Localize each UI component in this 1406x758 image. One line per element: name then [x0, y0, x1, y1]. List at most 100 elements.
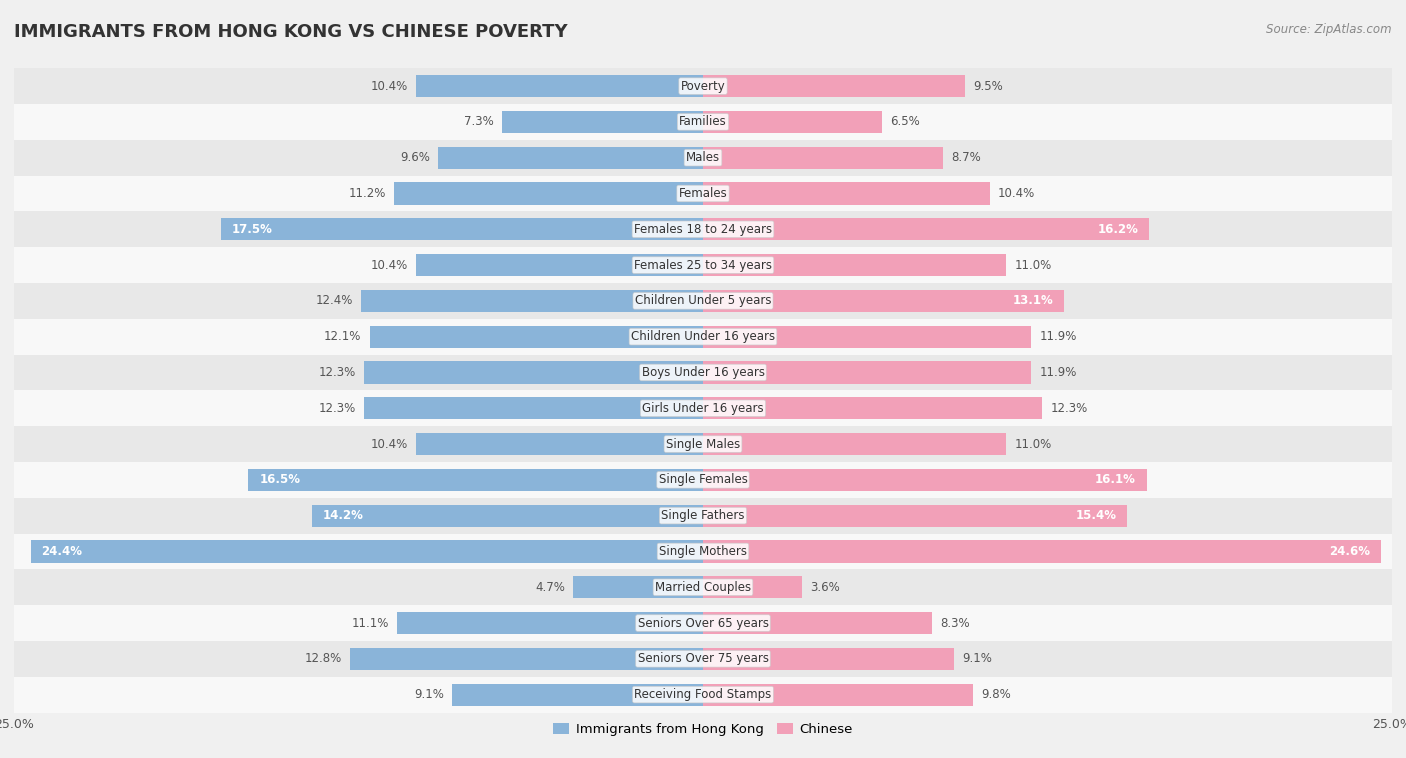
Bar — [703, 290, 1064, 312]
Bar — [14, 534, 1392, 569]
Bar — [14, 605, 1392, 641]
Bar — [703, 362, 1031, 384]
Text: Males: Males — [686, 151, 720, 164]
Text: 15.4%: 15.4% — [1076, 509, 1116, 522]
Bar — [364, 397, 703, 419]
Text: Single Fathers: Single Fathers — [661, 509, 745, 522]
Text: 13.1%: 13.1% — [1012, 294, 1053, 308]
Bar — [370, 326, 703, 348]
Text: 17.5%: 17.5% — [232, 223, 273, 236]
Text: Children Under 16 years: Children Under 16 years — [631, 330, 775, 343]
Text: Receiving Food Stamps: Receiving Food Stamps — [634, 688, 772, 701]
Text: Children Under 5 years: Children Under 5 years — [634, 294, 772, 308]
Text: IMMIGRANTS FROM HONG KONG VS CHINESE POVERTY: IMMIGRANTS FROM HONG KONG VS CHINESE POV… — [14, 23, 568, 41]
Text: 12.3%: 12.3% — [319, 402, 356, 415]
Text: 10.4%: 10.4% — [371, 80, 408, 92]
Text: Poverty: Poverty — [681, 80, 725, 92]
Bar — [14, 176, 1392, 211]
Text: 12.8%: 12.8% — [305, 653, 342, 666]
Bar — [14, 641, 1392, 677]
Bar — [703, 684, 973, 706]
Text: 12.3%: 12.3% — [1050, 402, 1087, 415]
Bar — [703, 111, 882, 133]
Bar — [394, 183, 703, 205]
Bar — [14, 390, 1392, 426]
Bar — [221, 218, 703, 240]
Text: 9.5%: 9.5% — [973, 80, 1002, 92]
Text: Girls Under 16 years: Girls Under 16 years — [643, 402, 763, 415]
Text: 11.0%: 11.0% — [1014, 437, 1052, 450]
Bar — [703, 648, 953, 670]
Text: Females 25 to 34 years: Females 25 to 34 years — [634, 258, 772, 271]
Text: Single Females: Single Females — [658, 473, 748, 487]
Text: Married Couples: Married Couples — [655, 581, 751, 594]
Text: Females 18 to 24 years: Females 18 to 24 years — [634, 223, 772, 236]
Bar — [416, 433, 703, 455]
Bar — [703, 183, 990, 205]
Bar — [416, 254, 703, 276]
Text: 9.8%: 9.8% — [981, 688, 1011, 701]
Text: Single Mothers: Single Mothers — [659, 545, 747, 558]
Text: 9.1%: 9.1% — [962, 653, 991, 666]
Text: Seniors Over 65 years: Seniors Over 65 years — [637, 616, 769, 630]
Bar — [703, 397, 1042, 419]
Bar — [453, 684, 703, 706]
Bar — [703, 254, 1007, 276]
Text: 3.6%: 3.6% — [810, 581, 841, 594]
Text: Boys Under 16 years: Boys Under 16 years — [641, 366, 765, 379]
Bar — [703, 468, 1147, 491]
Text: 11.0%: 11.0% — [1014, 258, 1052, 271]
Bar — [703, 540, 1381, 562]
Bar — [703, 433, 1007, 455]
Bar — [703, 326, 1031, 348]
Text: 7.3%: 7.3% — [464, 115, 494, 128]
Bar — [396, 612, 703, 634]
Legend: Immigrants from Hong Kong, Chinese: Immigrants from Hong Kong, Chinese — [548, 717, 858, 741]
Bar — [574, 576, 703, 598]
Text: 9.6%: 9.6% — [401, 151, 430, 164]
Bar — [14, 498, 1392, 534]
Text: 12.3%: 12.3% — [319, 366, 356, 379]
Text: 9.1%: 9.1% — [415, 688, 444, 701]
Bar — [14, 247, 1392, 283]
Text: 14.2%: 14.2% — [323, 509, 364, 522]
Bar — [703, 505, 1128, 527]
Text: 4.7%: 4.7% — [536, 581, 565, 594]
Bar — [14, 355, 1392, 390]
Text: 12.4%: 12.4% — [315, 294, 353, 308]
Bar — [703, 75, 965, 97]
Bar — [14, 211, 1392, 247]
Bar — [416, 75, 703, 97]
Text: Seniors Over 75 years: Seniors Over 75 years — [637, 653, 769, 666]
Bar — [14, 139, 1392, 176]
Text: 11.1%: 11.1% — [352, 616, 389, 630]
Bar — [703, 576, 803, 598]
Text: 8.3%: 8.3% — [941, 616, 970, 630]
Text: 10.4%: 10.4% — [998, 187, 1035, 200]
Bar — [14, 68, 1392, 104]
Text: 10.4%: 10.4% — [371, 258, 408, 271]
Text: 6.5%: 6.5% — [890, 115, 920, 128]
Text: 8.7%: 8.7% — [950, 151, 981, 164]
Bar — [31, 540, 703, 562]
Bar — [703, 612, 932, 634]
Text: 10.4%: 10.4% — [371, 437, 408, 450]
Bar — [502, 111, 703, 133]
Bar — [14, 104, 1392, 139]
Bar — [703, 146, 943, 169]
Text: 11.2%: 11.2% — [349, 187, 387, 200]
Bar — [439, 146, 703, 169]
Bar — [14, 569, 1392, 605]
Text: 16.1%: 16.1% — [1095, 473, 1136, 487]
Bar — [364, 362, 703, 384]
Text: Single Males: Single Males — [666, 437, 740, 450]
Bar — [350, 648, 703, 670]
Bar — [14, 426, 1392, 462]
Text: 11.9%: 11.9% — [1039, 366, 1077, 379]
Text: 12.1%: 12.1% — [323, 330, 361, 343]
Text: 16.2%: 16.2% — [1098, 223, 1139, 236]
Bar — [14, 462, 1392, 498]
Text: 24.6%: 24.6% — [1329, 545, 1369, 558]
Bar — [312, 505, 703, 527]
Text: Females: Females — [679, 187, 727, 200]
